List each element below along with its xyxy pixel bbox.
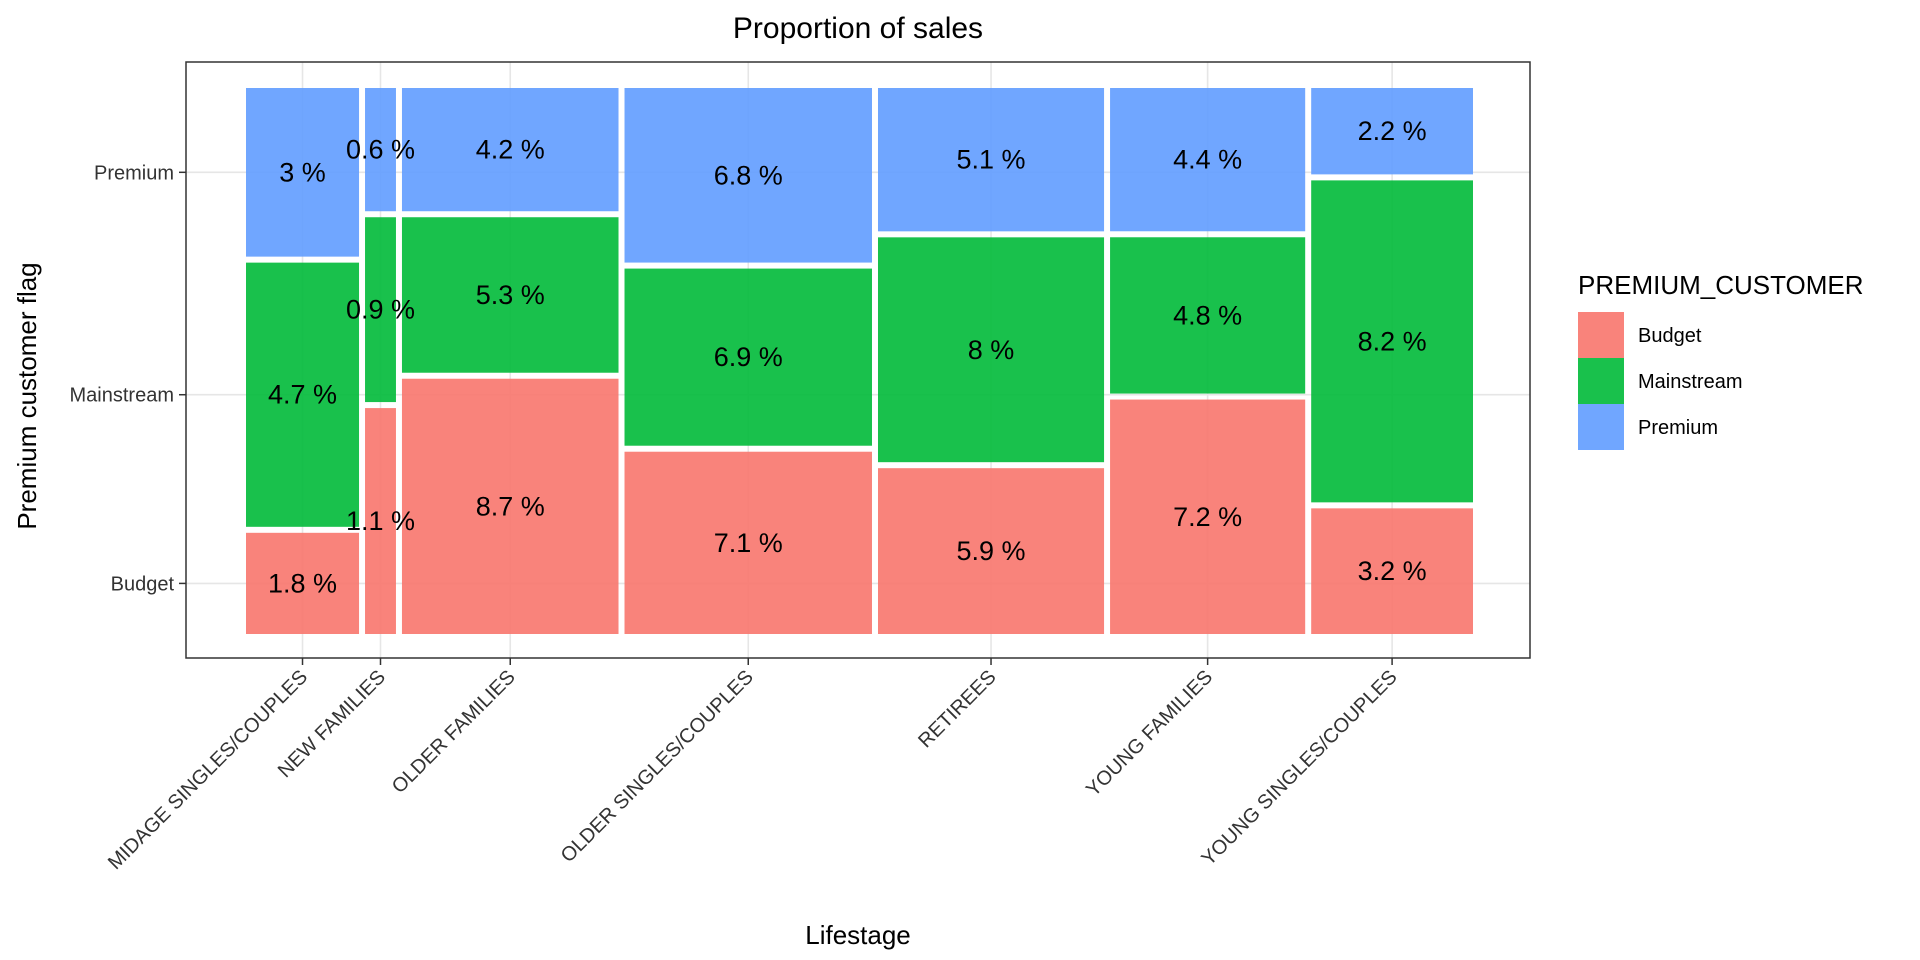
segment-premium-older-families [401,88,619,212]
legend: PREMIUM_CUSTOMER Budget Mainstream Premium [1578,270,1864,450]
panel-border [185,61,1531,659]
y-tick-label: Budget [111,573,175,595]
segment-label: 2.2 % [1358,116,1427,146]
segment-premium-new-families [365,88,396,212]
legend-title: PREMIUM_CUSTOMER [1578,270,1864,300]
segment-label: 7.2 % [1173,502,1242,532]
segment-budget-young-families [1110,399,1306,634]
segment-label: 7.1 % [714,528,783,558]
segment-mainstream-young-singles-couples [1311,180,1473,503]
segment-label: 5.1 % [957,145,1026,175]
segment-label: 8.2 % [1358,326,1427,356]
segment-budget-new-families [365,408,396,634]
legend-label: Mainstream [1638,371,1742,393]
segment-mainstream-midage-singles-couples [246,262,360,527]
segment-label: 3.2 % [1358,556,1427,586]
segment-budget-older-singles-couples [624,451,872,634]
segment-premium-midage-singles-couples [246,88,360,257]
segment-label: 3 % [279,157,326,187]
segment-mainstream-older-singles-couples [624,268,872,446]
x-tick-label: OLDER FAMILIES [388,666,520,798]
segment-budget-midage-singles-couples [246,532,360,634]
chart-title: Proportion of sales [733,12,983,45]
segment-label: 5.3 % [476,280,545,310]
segment-label: 4.4 % [1173,145,1242,175]
segment-mainstream-older-families [401,217,619,373]
segment-budget-young-singles-couples [1311,508,1473,634]
y-tick-label: Mainstream [70,385,174,407]
mosaic-segments [246,88,1473,634]
segment-label: 1.1 % [346,506,415,536]
x-tick-label: RETIREES [914,666,1000,752]
segment-label: 5.9 % [957,536,1026,566]
segment-labels: 1.8 % 4.7 % 3 % 1.1 % 0.9 % 0.6 % 8.7 % 5.3 % 4.… [268,116,1427,598]
segment-mainstream-retirees [877,237,1105,463]
segment-label: 1.8 % [268,568,337,598]
segment-budget-older-families [401,378,619,634]
segment-label: 8.7 % [476,491,545,521]
legend-key-mainstream [1578,358,1624,404]
segment-label: 8 % [968,335,1015,365]
legend-label: Budget [1638,325,1702,347]
segment-label: 0.6 % [346,135,415,165]
segment-budget-retirees [877,468,1105,634]
segment-label: 4.2 % [476,135,545,165]
x-axis-title: Lifestage [805,920,911,950]
x-tick-label: YOUNG SINGLES/COUPLES [1197,666,1401,870]
x-tick-label: OLDER SINGLES/COUPLES [557,666,758,867]
legend-key-premium [1578,404,1624,450]
x-tick-label: YOUNG FAMILIES [1082,666,1217,801]
segment-premium-retirees [877,88,1105,232]
segment-premium-older-singles-couples [624,88,872,263]
y-tick-label: Premium [94,162,174,184]
segment-label: 6.8 % [714,160,783,190]
legend-label: Premium [1638,417,1718,439]
y-axis: Budget Mainstream Premium [70,162,186,595]
y-axis-title: Premium customer flag [12,262,42,529]
segment-label: 4.7 % [268,380,337,410]
segment-label: 4.8 % [1173,300,1242,330]
segment-label: 6.9 % [714,342,783,372]
segment-premium-young-families [1110,88,1306,232]
segment-label: 0.9 % [346,295,415,325]
segment-mainstream-young-families [1110,237,1306,394]
legend-key-budget [1578,312,1624,358]
segment-premium-young-singles-couples [1311,88,1473,175]
segment-mainstream-new-families [365,217,396,403]
